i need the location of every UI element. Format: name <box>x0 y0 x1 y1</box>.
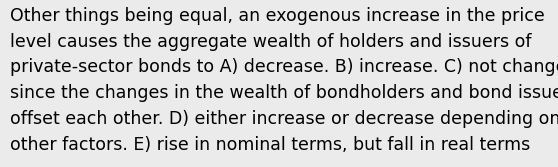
Text: since the changes in the wealth of bondholders and bond issuers: since the changes in the wealth of bondh… <box>10 84 558 102</box>
Text: level causes the aggregate wealth of holders and issuers of: level causes the aggregate wealth of hol… <box>10 33 532 51</box>
Text: private-sector bonds to A) decrease. B) increase. C) not change: private-sector bonds to A) decrease. B) … <box>10 58 558 76</box>
Text: other factors. E) rise in nominal terms, but fall in real terms: other factors. E) rise in nominal terms,… <box>10 136 530 154</box>
Text: Other things being equal, an exogenous increase in the price: Other things being equal, an exogenous i… <box>10 7 545 25</box>
Text: offset each other. D) either increase or decrease depending on: offset each other. D) either increase or… <box>10 110 558 128</box>
